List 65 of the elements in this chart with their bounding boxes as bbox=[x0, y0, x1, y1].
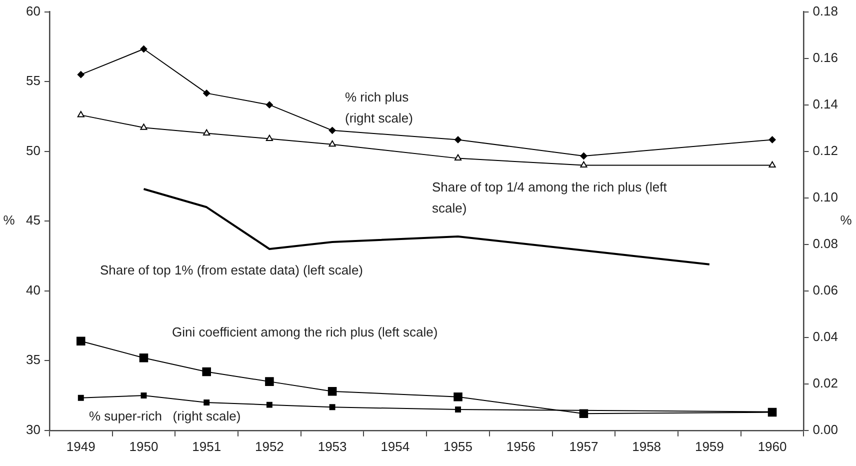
x-tick-label: 1953 bbox=[318, 438, 347, 454]
point bbox=[265, 377, 274, 386]
point bbox=[329, 404, 336, 410]
series-label: Share of top 1% (from estate data) (left scale) bbox=[100, 262, 364, 278]
y-axis-title: % bbox=[3, 212, 16, 228]
point bbox=[768, 136, 776, 144]
y2-tick-label: 0.12 bbox=[812, 142, 838, 158]
y-tick-label: 30 bbox=[26, 422, 40, 437]
x-tick-label: 1960 bbox=[758, 438, 787, 454]
y-tick-label: 55 bbox=[26, 73, 40, 88]
point bbox=[579, 409, 588, 418]
point bbox=[768, 161, 776, 168]
y2-axis-title: % bbox=[840, 212, 852, 228]
point bbox=[76, 336, 86, 346]
point bbox=[203, 90, 210, 97]
point bbox=[139, 353, 148, 362]
x-tick-label: 1954 bbox=[380, 438, 410, 454]
point bbox=[455, 406, 461, 412]
point bbox=[454, 392, 462, 402]
point bbox=[454, 154, 462, 161]
y2-tick-label: 0.08 bbox=[812, 236, 838, 251]
series-label: Share of top 1/4 among the rich plus (left scale) bbox=[432, 180, 668, 216]
point bbox=[78, 394, 84, 401]
point bbox=[266, 402, 272, 408]
point bbox=[328, 140, 336, 147]
x-tick-label: 1949 bbox=[66, 438, 96, 454]
y2-tick-label: 0.02 bbox=[812, 375, 838, 390]
series-label: % super-rich (right scale) bbox=[89, 408, 241, 424]
point bbox=[204, 400, 210, 406]
y2-tick-label: 0.06 bbox=[812, 282, 838, 298]
y-tick-label: 40 bbox=[26, 282, 40, 298]
point bbox=[203, 129, 210, 136]
point bbox=[140, 46, 148, 53]
x-tick-label: 1952 bbox=[254, 438, 284, 454]
point bbox=[140, 124, 148, 130]
x-tick-label: 1957 bbox=[569, 438, 598, 454]
y2-tick-label: 0.00 bbox=[812, 422, 838, 437]
point bbox=[580, 161, 588, 168]
y2-tick-label: 0.14 bbox=[812, 96, 838, 112]
point bbox=[77, 71, 84, 78]
y2-tick-label: 0.16 bbox=[812, 50, 838, 65]
y-tick-label: 35 bbox=[26, 352, 40, 368]
point bbox=[580, 152, 588, 160]
point bbox=[454, 136, 462, 144]
x-tick-label: 1958 bbox=[632, 438, 662, 454]
series-label: Gini coefficient among the rich plus (left scale) bbox=[172, 324, 438, 340]
x-tick-label: 1950 bbox=[129, 438, 158, 454]
point bbox=[140, 392, 147, 398]
y-tick-label: 45 bbox=[26, 212, 40, 228]
point bbox=[266, 101, 273, 108]
y2-tick-label: 0.10 bbox=[812, 189, 838, 204]
x-tick-label: 1956 bbox=[506, 438, 536, 454]
point bbox=[77, 111, 84, 118]
x-tick-label: 1959 bbox=[694, 438, 724, 454]
y2-tick-label: 0.18 bbox=[812, 3, 838, 18]
y2-tick-label: 0.04 bbox=[812, 328, 838, 344]
point bbox=[328, 126, 336, 134]
y-tick-label: 50 bbox=[26, 142, 40, 158]
y-tick-label: 60 bbox=[26, 3, 40, 18]
point bbox=[328, 386, 337, 396]
x-tick-label: 1951 bbox=[192, 438, 222, 454]
point bbox=[266, 134, 273, 142]
x-tick-label: 1955 bbox=[444, 438, 472, 454]
point bbox=[202, 367, 211, 376]
series-label: % rich plus (right scale) bbox=[345, 90, 413, 126]
